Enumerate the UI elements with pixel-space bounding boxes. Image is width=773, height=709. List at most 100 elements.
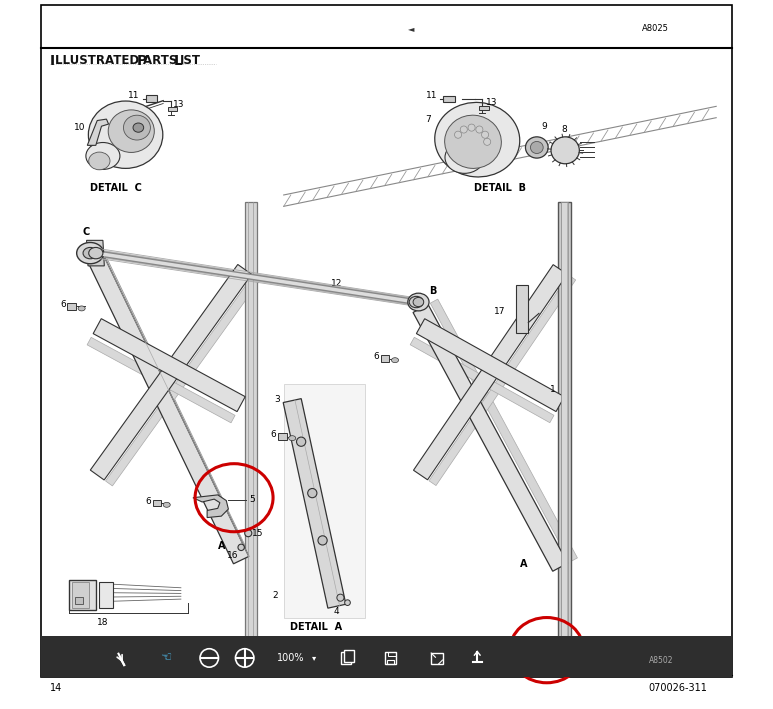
Ellipse shape: [297, 437, 306, 447]
Ellipse shape: [468, 124, 475, 131]
Text: 070026-311: 070026-311: [649, 683, 708, 693]
Text: DETAIL  A: DETAIL A: [290, 623, 342, 632]
Text: 14: 14: [49, 683, 62, 693]
Bar: [284, 384, 365, 618]
Text: 1: 1: [550, 386, 556, 394]
Polygon shape: [87, 119, 108, 145]
Bar: [388, 652, 397, 656]
Ellipse shape: [337, 594, 344, 601]
Ellipse shape: [455, 131, 461, 138]
Bar: [99, 582, 113, 608]
Ellipse shape: [83, 247, 97, 259]
Ellipse shape: [585, 652, 592, 659]
Polygon shape: [90, 264, 252, 480]
Polygon shape: [88, 255, 249, 564]
Polygon shape: [94, 318, 245, 412]
Polygon shape: [507, 642, 543, 664]
Ellipse shape: [409, 296, 424, 308]
Ellipse shape: [565, 647, 572, 654]
Bar: [443, 96, 455, 102]
Bar: [516, 285, 528, 333]
Ellipse shape: [308, 489, 317, 498]
Ellipse shape: [288, 435, 296, 440]
Bar: [74, 597, 83, 604]
Ellipse shape: [163, 502, 170, 508]
Text: 8: 8: [561, 125, 567, 133]
Text: ARTS: ARTS: [142, 54, 181, 67]
Text: 16: 16: [554, 667, 566, 676]
Bar: [558, 202, 570, 670]
Ellipse shape: [551, 137, 579, 164]
Text: 11: 11: [426, 91, 438, 99]
Bar: [341, 652, 351, 664]
Polygon shape: [106, 275, 260, 486]
Bar: [344, 650, 354, 662]
Text: 6: 6: [478, 644, 485, 652]
Text: 6: 6: [271, 430, 277, 439]
Polygon shape: [283, 398, 346, 608]
Text: 15: 15: [252, 529, 264, 537]
Text: 11: 11: [128, 91, 140, 100]
Ellipse shape: [238, 545, 244, 550]
Text: 17: 17: [494, 308, 506, 316]
Bar: [431, 653, 442, 664]
Bar: [40, 636, 733, 677]
Bar: [381, 355, 390, 362]
Text: 4: 4: [334, 607, 339, 615]
Ellipse shape: [124, 115, 151, 140]
Ellipse shape: [526, 137, 548, 158]
Ellipse shape: [391, 358, 399, 363]
Bar: [146, 95, 157, 102]
Ellipse shape: [345, 600, 350, 605]
Text: ☜: ☜: [161, 652, 172, 664]
Ellipse shape: [476, 126, 483, 133]
Bar: [385, 652, 397, 664]
Text: 10: 10: [73, 123, 85, 132]
Polygon shape: [87, 240, 104, 266]
Polygon shape: [431, 299, 577, 562]
Ellipse shape: [108, 110, 155, 152]
Text: LLUSTRATED: LLUSTRATED: [55, 54, 143, 67]
Text: A8025: A8025: [642, 24, 669, 33]
Polygon shape: [413, 304, 567, 571]
Polygon shape: [87, 337, 235, 423]
Polygon shape: [410, 337, 554, 423]
Ellipse shape: [530, 141, 543, 154]
Text: I: I: [49, 54, 55, 68]
Ellipse shape: [408, 294, 429, 311]
Text: 9: 9: [541, 122, 547, 130]
Text: 100%: 100%: [277, 653, 305, 663]
Text: 3: 3: [274, 396, 280, 404]
Ellipse shape: [89, 247, 103, 259]
Bar: [344, 650, 354, 662]
Bar: [169, 107, 177, 111]
Text: A: A: [218, 541, 226, 551]
Text: A8502: A8502: [649, 657, 673, 665]
Text: 5: 5: [249, 496, 254, 504]
Text: P: P: [137, 54, 147, 68]
Text: 7: 7: [424, 115, 431, 123]
Bar: [561, 202, 568, 670]
Text: A: A: [519, 559, 527, 569]
Ellipse shape: [482, 131, 489, 138]
Ellipse shape: [77, 242, 104, 264]
Ellipse shape: [245, 530, 252, 537]
Bar: [67, 303, 76, 310]
Text: B: B: [429, 286, 436, 296]
Ellipse shape: [318, 536, 327, 545]
Ellipse shape: [78, 306, 85, 311]
Text: DETAIL  C: DETAIL C: [90, 183, 141, 193]
Text: 16: 16: [227, 551, 238, 559]
Text: 12: 12: [331, 279, 342, 288]
Bar: [245, 202, 257, 642]
Polygon shape: [193, 495, 228, 518]
Ellipse shape: [89, 152, 110, 169]
Text: 6: 6: [373, 352, 380, 361]
Polygon shape: [417, 319, 564, 411]
Text: ▾: ▾: [312, 654, 316, 662]
Ellipse shape: [133, 123, 144, 133]
Ellipse shape: [434, 102, 519, 177]
Bar: [278, 433, 287, 440]
Bar: [69, 580, 96, 610]
Bar: [72, 582, 90, 608]
